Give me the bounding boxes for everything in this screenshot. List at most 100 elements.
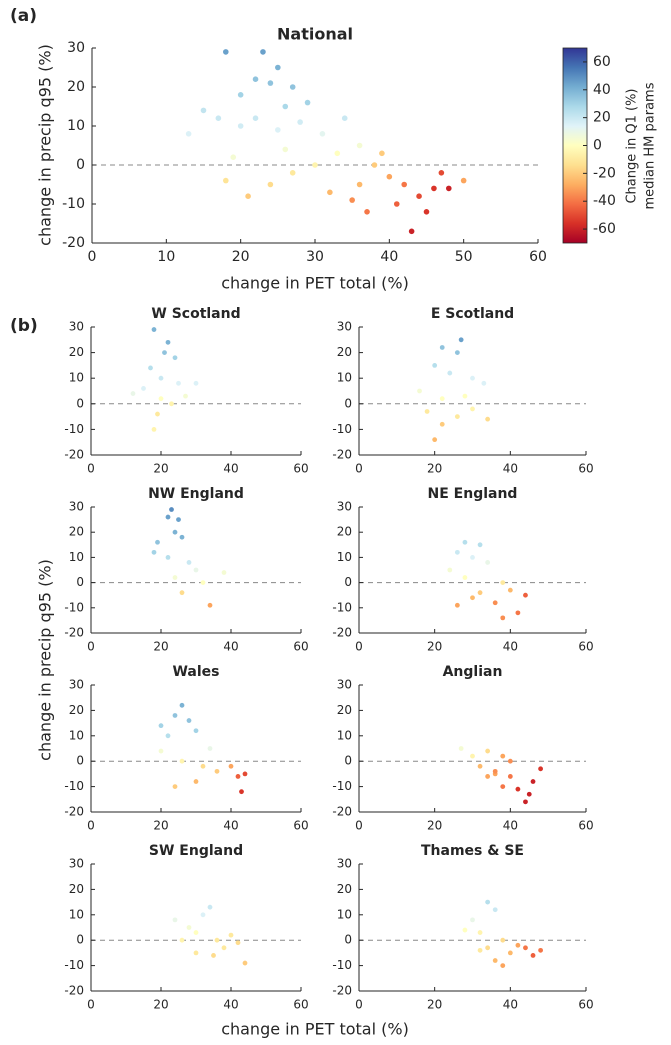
colorbar-tick-label: 40: [593, 82, 611, 98]
y-tick-label: 0: [76, 754, 84, 768]
scatter-point: [185, 131, 192, 137]
x-tick-label: 60: [578, 998, 593, 1012]
scatter-point: [158, 748, 164, 754]
scatter-point: [172, 575, 178, 580]
y-tick-label: -10: [62, 196, 85, 212]
scatter-point: [454, 414, 460, 419]
scatter-point: [515, 942, 521, 948]
x-tick-label: 60: [293, 462, 308, 476]
scatter-point: [462, 393, 468, 399]
scatter-point: [386, 173, 393, 180]
y-tick-label: 20: [69, 882, 84, 896]
x-axis-label: change in PET total (%): [221, 274, 409, 293]
scatter-point: [492, 907, 498, 913]
y-tick-label: -20: [64, 448, 84, 462]
scatter-point: [297, 119, 303, 125]
scatter-point: [179, 534, 185, 540]
scatter-point: [172, 713, 178, 718]
scatter-point: [165, 339, 171, 345]
scatter-point: [515, 610, 521, 616]
scatter-point: [162, 350, 167, 355]
x-tick-label: 0: [87, 462, 95, 476]
x-tick-label: 0: [87, 819, 95, 833]
scatter-point: [470, 375, 475, 381]
y-tick-label: 30: [69, 678, 84, 692]
scatter-point: [237, 123, 244, 129]
scatter-point: [485, 416, 491, 422]
y-tick-label: -10: [64, 958, 84, 972]
scatter-point: [282, 103, 289, 110]
scatter-point: [492, 768, 498, 774]
scatter-point: [267, 181, 274, 188]
scatter-point: [500, 753, 506, 759]
y-tick-label: -10: [332, 600, 352, 614]
scatter-point: [130, 391, 136, 396]
y-tick-label: -20: [332, 984, 352, 998]
y-tick-label: -10: [332, 779, 352, 793]
scatter-point: [523, 945, 528, 951]
scatter-point: [312, 162, 318, 168]
y-tick-label: 10: [67, 118, 85, 134]
scatter-point: [507, 587, 513, 593]
scatter-point: [176, 380, 181, 386]
y-tick-label: -10: [64, 779, 84, 793]
scatter-point: [141, 386, 146, 391]
x-tick-label: 40: [380, 249, 398, 265]
x-tick-label: 10: [157, 249, 175, 265]
chart-title: Thames & SE: [421, 843, 524, 859]
scatter-point: [223, 49, 229, 55]
scatter-point: [179, 702, 185, 708]
scatter-point: [155, 539, 160, 545]
scatter-point: [454, 602, 460, 608]
x-tick-label: 40: [223, 819, 238, 833]
scatter-point: [423, 209, 430, 215]
scatter-point: [371, 162, 378, 168]
y-tick-label: 30: [69, 500, 84, 514]
y-tick-label: 20: [337, 703, 352, 717]
scatter-point: [446, 185, 452, 192]
scatter-point: [424, 409, 430, 414]
scatter-point: [356, 181, 363, 188]
scatter-point: [523, 592, 528, 598]
scatter-point: [151, 327, 157, 332]
scatter-point: [500, 784, 506, 789]
scatter-point: [462, 539, 468, 545]
y-tick-label: -10: [64, 422, 84, 436]
scatter-point: [401, 181, 408, 188]
scatter-point: [252, 76, 259, 82]
scatter-point: [158, 723, 164, 729]
scatter-point: [523, 799, 528, 805]
chart-title: E Scotland: [431, 306, 514, 322]
x-tick-label: 0: [87, 998, 95, 1012]
colorbar-tick-label: 20: [593, 110, 611, 126]
x-tick-label: 60: [529, 249, 547, 265]
y-tick-label: -20: [64, 805, 84, 819]
scatter-point: [530, 779, 536, 784]
x-tick-label: 0: [355, 462, 363, 476]
y-tick-label: -20: [332, 448, 352, 462]
scatter-point: [515, 786, 521, 792]
y-tick-label: 20: [337, 345, 352, 359]
scatter-point: [267, 80, 274, 86]
scatter-point: [447, 370, 453, 376]
colorbar-label: median HM params: [643, 82, 658, 209]
scatter-point: [341, 115, 348, 121]
scatter-point: [526, 791, 532, 797]
scatter-point: [228, 932, 234, 938]
y-tick-label: 10: [69, 550, 84, 564]
scatter-point: [275, 64, 281, 71]
scatter-point: [186, 560, 192, 565]
chart-title: SW England: [149, 843, 243, 859]
x-tick-label: 40: [503, 640, 518, 654]
scatter-point: [200, 107, 207, 114]
y-tick-label: -20: [332, 626, 352, 640]
scatter-point: [507, 758, 513, 764]
scatter-point: [179, 590, 185, 596]
colorbar-tick-label: 0: [593, 138, 602, 154]
x-tick-label: 30: [306, 249, 324, 265]
scatter-point: [193, 950, 199, 956]
y-tick-label: 30: [337, 678, 352, 692]
scatter-point: [186, 925, 192, 930]
scatter-point: [169, 507, 174, 512]
y-tick-label: 30: [67, 40, 85, 56]
